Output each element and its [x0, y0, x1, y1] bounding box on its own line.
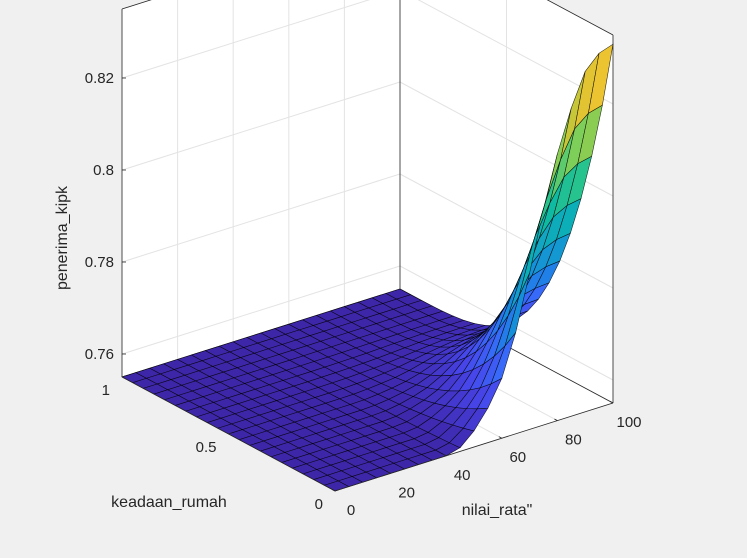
- y-tick-label: 0: [315, 496, 323, 513]
- gridline-z: [121, 173, 401, 263]
- z-axis-label: penerima_kipk: [54, 185, 71, 290]
- y-axis-label: keadaan_rumah: [111, 494, 227, 511]
- tick-labels: 0 20 40 60 80 100 0 0.5 1 0.76 0.78 0.8 0.82: [85, 70, 642, 519]
- x-axis-label: nilai_rata": [462, 502, 533, 519]
- x-tick-mark: [331, 489, 336, 492]
- grid-lines: [121, 0, 614, 492]
- surface-mesh: [121, 43, 614, 492]
- y-tick-mark: [228, 432, 232, 435]
- x-tick-label: 0: [347, 502, 355, 519]
- x-tick-label: 80: [565, 432, 582, 449]
- y-tick-label: 1: [102, 382, 110, 399]
- y-tick-label: 0.5: [196, 439, 217, 456]
- z-tick-label: 0.76: [85, 346, 114, 363]
- gridline-z: [121, 81, 401, 171]
- x-tick-label: 60: [509, 449, 526, 466]
- x-tick-mark: [443, 453, 447, 457]
- x-axis-line: [334, 402, 614, 492]
- gridline-z: [121, 0, 371, 79]
- x-tick-mark: [554, 418, 558, 421]
- x-tick-mark: [387, 471, 391, 474]
- x-tick-label: 20: [398, 484, 415, 501]
- surface-patch: [588, 43, 614, 114]
- back-wall-y: [122, 0, 400, 377]
- z-tick-label: 0.78: [85, 254, 114, 271]
- x-tick-mark: [498, 436, 502, 439]
- y-tick-mark: [121, 375, 126, 378]
- x-tick-label: 100: [616, 414, 641, 431]
- box-edge: [546, 0, 614, 36]
- x-tick-label: 40: [454, 467, 471, 484]
- x-tick-mark: [609, 401, 614, 404]
- z-tick-label: 0.8: [93, 162, 114, 179]
- z-tick-label: 0.82: [85, 70, 114, 87]
- y-tick-mark: [334, 489, 339, 492]
- gridline-z: [121, 265, 401, 355]
